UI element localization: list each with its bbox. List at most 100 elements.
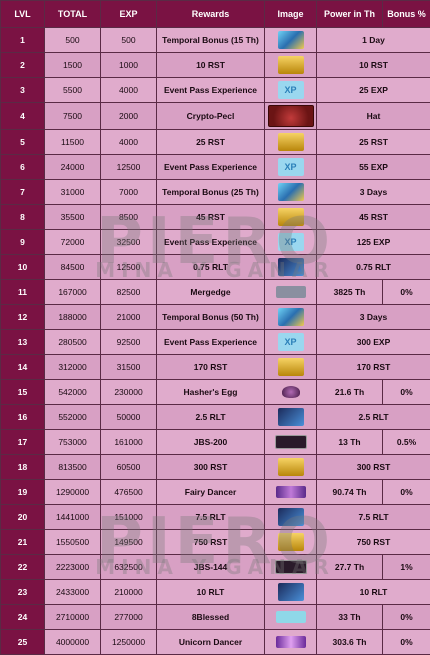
cell-total: 542000 [45, 380, 101, 405]
cell-image [265, 305, 317, 330]
cell-reward: 25 RST [157, 130, 265, 155]
cell-total: 11500 [45, 130, 101, 155]
cell-lvl: 23 [1, 580, 45, 605]
rst-coins-icon [278, 56, 304, 74]
cell-image [265, 605, 317, 630]
cell-total: 1550500 [45, 530, 101, 555]
cell-reward: 170 RST [157, 355, 265, 380]
cell-total: 500 [45, 28, 101, 53]
temporal-bonus-icon [278, 31, 304, 49]
header-bonus: Bonus % [383, 1, 430, 28]
cell-bonus: 0% [383, 605, 430, 630]
cell-total: 4000000 [45, 630, 101, 655]
rlt-icon [278, 508, 304, 526]
cell-reward: Event Pass Experience [157, 155, 265, 180]
cell-total: 1441000 [45, 505, 101, 530]
cell-lvl: 25 [1, 630, 45, 655]
cell-lvl: 16 [1, 405, 45, 430]
cell-reward: 45 RST [157, 205, 265, 230]
cell-total: 1500 [45, 53, 101, 78]
cell-bonus: 0% [383, 380, 430, 405]
cell-image [265, 405, 317, 430]
cell-power: 300 EXP [317, 330, 430, 355]
cell-exp: 4000 [101, 78, 157, 103]
cell-lvl: 18 [1, 455, 45, 480]
cell-lvl: 5 [1, 130, 45, 155]
cell-lvl: 10 [1, 255, 45, 280]
cell-power: 3825 Th [317, 280, 383, 305]
cell-image [265, 630, 317, 655]
cell-image [265, 180, 317, 205]
cell-total: 280500 [45, 330, 101, 355]
cell-image [265, 555, 317, 580]
cell-lvl: 22 [1, 555, 45, 580]
cell-exp: 21000 [101, 305, 157, 330]
cell-lvl: 8 [1, 205, 45, 230]
cell-power: 0.75 RLT [317, 255, 430, 280]
cell-exp: 230000 [101, 380, 157, 405]
cell-exp: 4000 [101, 130, 157, 155]
cell-reward: 10 RLT [157, 580, 265, 605]
cell-total: 7500 [45, 103, 101, 130]
cell-exp: 50000 [101, 405, 157, 430]
cell-power: Hat [317, 103, 430, 130]
rlt-icon [278, 258, 304, 276]
cell-reward: Crypto-Pecl [157, 103, 265, 130]
cell-lvl: 14 [1, 355, 45, 380]
cell-exp: 2000 [101, 103, 157, 130]
cell-image [265, 430, 317, 455]
cell-image [265, 205, 317, 230]
rst-coins-icon [278, 358, 304, 376]
temporal-bonus-icon [278, 183, 304, 201]
cell-image [265, 103, 317, 130]
jbs-miner-icon [275, 435, 307, 449]
cell-total: 312000 [45, 355, 101, 380]
cell-lvl: 6 [1, 155, 45, 180]
cell-exp: 1250000 [101, 630, 157, 655]
cell-bonus: 0% [383, 280, 430, 305]
cell-exp: 12500 [101, 155, 157, 180]
cell-lvl: 1 [1, 28, 45, 53]
rst-coins-icon [278, 208, 304, 226]
cell-reward: Mergedge [157, 280, 265, 305]
cell-bonus: 0.5% [383, 430, 430, 455]
header-power: Power in Th [317, 1, 383, 28]
cell-power: 3 Days [317, 180, 430, 205]
header-lvl: LVL [1, 1, 45, 28]
cell-exp: 32500 [101, 230, 157, 255]
cell-image [265, 53, 317, 78]
cell-power: 3 Days [317, 305, 430, 330]
cell-reward: Temporal Bonus (15 Th) [157, 28, 265, 53]
cell-image [265, 130, 317, 155]
cell-total: 24000 [45, 155, 101, 180]
cell-reward: Event Pass Experience [157, 330, 265, 355]
cell-exp: 60500 [101, 455, 157, 480]
cell-exp: 12500 [101, 255, 157, 280]
xp-icon: XP [278, 158, 304, 176]
header-rewards: Rewards [157, 1, 265, 28]
cell-image: XP [265, 230, 317, 255]
cell-exp: 92500 [101, 330, 157, 355]
cell-power: 45 RST [317, 205, 430, 230]
cell-power: 55 EXP [317, 155, 430, 180]
cell-exp: 277000 [101, 605, 157, 630]
cell-reward: Hasher's Egg [157, 380, 265, 405]
table-header-row: LVL TOTAL EXP Rewards Image Power in Th … [1, 1, 430, 28]
cell-exp: 1000 [101, 53, 157, 78]
jbs-miner-icon [275, 560, 307, 574]
cell-power: 1 Day [317, 28, 430, 53]
cell-bonus: 0% [383, 630, 430, 655]
cell-power: 10 RST [317, 53, 430, 78]
cell-image [265, 505, 317, 530]
cell-lvl: 4 [1, 103, 45, 130]
cell-image: XP [265, 330, 317, 355]
cell-reward: JBS-200 [157, 430, 265, 455]
xp-icon: XP [278, 233, 304, 251]
